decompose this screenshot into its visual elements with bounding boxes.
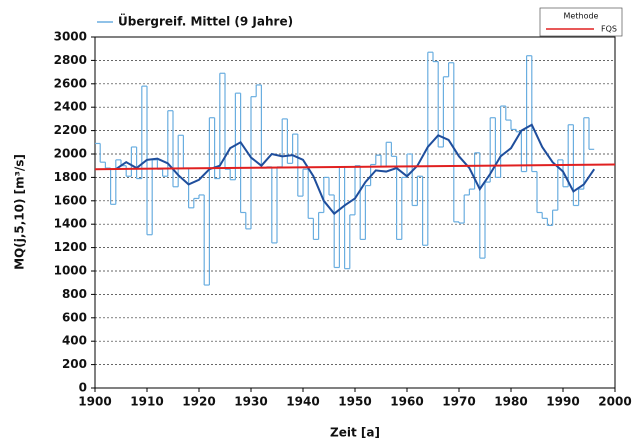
y-tick-label: 2400	[54, 100, 87, 114]
y-tick-label: 1200	[54, 240, 87, 254]
y-tick-label: 200	[62, 357, 87, 371]
x-axis-label: Zeit [a]	[330, 426, 380, 440]
x-tick-label: 1930	[234, 395, 267, 409]
y-tick-label: 600	[62, 310, 87, 324]
y-tick-label: 2200	[54, 123, 87, 137]
y-tick-label: 0	[79, 381, 87, 395]
x-tick-label: 2000	[598, 395, 631, 409]
x-tick-label: 1910	[130, 395, 163, 409]
x-tick-label: 1960	[390, 395, 423, 409]
y-tick-label: 1000	[54, 264, 87, 278]
legend-box	[539, 7, 623, 37]
y-tick-label: 2600	[54, 76, 87, 90]
x-tick-label: 1990	[546, 395, 579, 409]
y-axis-label: MQ(j,5,10) [m³/s]	[13, 154, 27, 270]
x-tick-label: 1920	[182, 395, 215, 409]
legend-label: FQS	[601, 25, 617, 34]
legend-label: Übergreif. Mittel (9 Jahre)	[118, 14, 293, 29]
y-tick-label: 800	[62, 287, 87, 301]
plot-frame	[94, 36, 616, 389]
series-line	[115, 123, 596, 216]
y-tick-label: 1400	[54, 217, 87, 231]
y-tick-label: 3000	[54, 30, 87, 44]
x-tick-label: 1980	[494, 395, 527, 409]
x-tick-label: 1970	[442, 395, 475, 409]
y-tick-label: 400	[62, 334, 87, 348]
x-tick-label: 1940	[286, 395, 319, 409]
y-tick-label: 1800	[54, 170, 87, 184]
y-tick-label: 2000	[54, 147, 87, 161]
x-tick-label: 1950	[338, 395, 371, 409]
x-tick-label: 1900	[78, 395, 111, 409]
y-tick-label: 2800	[54, 53, 87, 67]
series-line	[94, 163, 616, 171]
y-tick-label: 1600	[54, 193, 87, 207]
legend-title: Methode	[564, 12, 599, 21]
